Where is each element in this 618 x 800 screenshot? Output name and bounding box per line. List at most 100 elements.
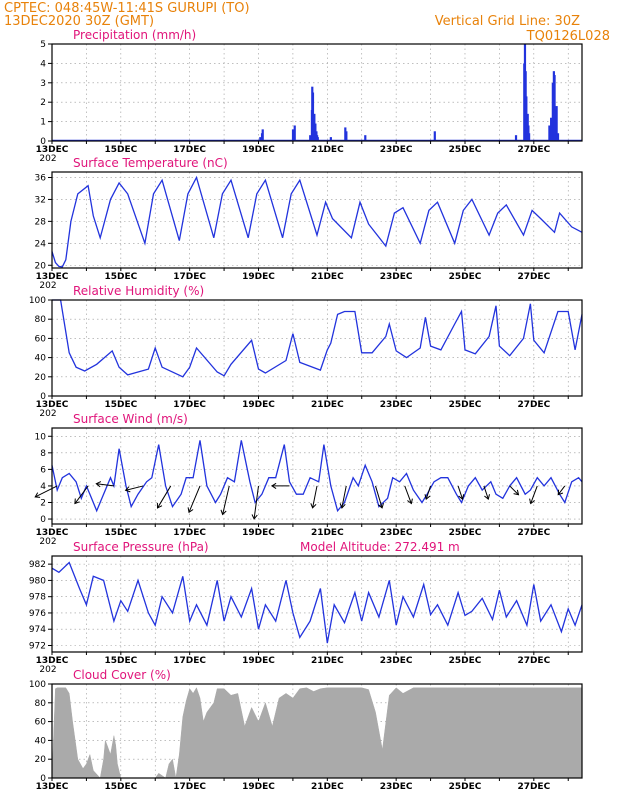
cloud-xtick-label: 27DEC — [517, 782, 550, 792]
wind-xtick-label: 13DEC — [36, 528, 69, 538]
cloud-xtick-label: 21DEC — [311, 782, 344, 792]
precip-bar — [364, 135, 367, 141]
precip-bar — [548, 125, 551, 141]
pressure-xtick-label: 23DEC — [380, 656, 413, 666]
precip-ytick-label: 3 — [40, 79, 46, 89]
precip-ytick-label: 0 — [40, 137, 46, 147]
cloud-frame — [51, 683, 583, 779]
wind-title: Surface Wind (m/s) — [73, 412, 188, 426]
wind-line — [51, 440, 583, 513]
precip-bar — [556, 133, 560, 141]
temp-ytick-label: 28 — [35, 217, 47, 227]
rh-xtick-label: 23DEC — [380, 400, 413, 410]
cloud-panel: 0 20 40 60 80 100 13DEC 15DEC 17DEC 19DEC 21DEC 23D… — [29, 668, 583, 792]
wind-vector — [530, 485, 538, 504]
wind-vector — [312, 485, 318, 509]
cloud-xtick-label: 23DEC — [380, 782, 413, 792]
precip-xtick-label: 15DEC — [104, 145, 137, 155]
wind-arrowhead — [529, 498, 535, 505]
precip-xtick-label: 17DEC — [173, 145, 206, 155]
pressure-xtick-label: 17DEC — [173, 656, 206, 666]
wind-vector — [96, 483, 115, 487]
wind-vector — [404, 485, 412, 504]
temp-frame — [51, 171, 583, 269]
rh-title: Relative Humidity (%) — [73, 284, 204, 298]
cloud-ytick-label: 20 — [35, 755, 47, 765]
temp-title: Surface Temperature (nC) — [73, 156, 228, 170]
wind-arrowhead — [95, 481, 102, 488]
temp-xtick-label: 25DEC — [449, 272, 482, 282]
wind-vector — [222, 485, 230, 515]
wind-ytick-label: 8 — [40, 449, 46, 459]
wind-vector — [74, 485, 89, 504]
temp-xtick-label: 27DEC — [517, 272, 550, 282]
wind-vector — [253, 485, 259, 519]
precip-frame — [51, 43, 583, 142]
cloud-xtick-label: 19DEC — [242, 782, 275, 792]
temp-xtick-label: 23DEC — [380, 272, 413, 282]
rh-panel: 0 20 40 60 80 100 13DEC 15DEC 17DEC 19DEC 21DEC 23D… — [29, 284, 583, 419]
pressure-ytick-label: 972 — [29, 641, 46, 651]
precip-xtick-label: 21DEC — [311, 145, 344, 155]
wind-ytick-label: 0 — [40, 515, 46, 525]
wind-arrowhead — [251, 514, 258, 520]
rh-year-stub: 202 — [39, 409, 56, 419]
cloud-area — [51, 687, 583, 779]
temp-xtick-label: 21DEC — [311, 272, 344, 282]
pressure-xtick-label: 15DEC — [104, 656, 137, 666]
temp-ytick-label: 24 — [35, 239, 47, 249]
rh-xtick-label: 19DEC — [242, 400, 275, 410]
pressure-ytick-label: 974 — [29, 625, 46, 635]
wind-xtick-label: 17DEC — [173, 528, 206, 538]
wind-vector — [483, 485, 489, 500]
wind-arrowhead — [187, 507, 194, 514]
precip-bar — [259, 137, 262, 141]
wind-arrowhead — [513, 489, 520, 496]
rh-ytick-label: 80 — [35, 315, 47, 325]
wind-vector — [341, 485, 347, 509]
wind-xtick-label: 25DEC — [449, 528, 482, 538]
pressure-ytick-label: 980 — [29, 576, 46, 586]
wind-arrowhead — [557, 489, 564, 496]
precip-bar — [309, 135, 312, 141]
wind-vector — [125, 485, 144, 491]
cloud-ytick-label: 80 — [35, 699, 47, 709]
cloud-ytick-label: 100 — [29, 680, 46, 690]
temp-xtick-label: 19DEC — [242, 272, 275, 282]
precip-plot-area — [52, 44, 582, 141]
wind-year-stub: 202 — [39, 537, 56, 547]
precip-bar — [311, 92, 315, 141]
precip-ytick-label: 5 — [40, 40, 46, 50]
wind-vector — [34, 485, 58, 498]
temp-plot-area — [52, 172, 582, 268]
precip-bar — [514, 135, 518, 141]
cloud-ytick-label: 60 — [35, 718, 47, 728]
wind-arrowhead — [339, 503, 346, 509]
wind-ytick-label: 6 — [40, 465, 46, 475]
precip-ytick-label: 4 — [40, 59, 46, 69]
precip-xtick-label: 23DEC — [380, 145, 413, 155]
pressure-xtick-label: 27DEC — [517, 656, 550, 666]
rh-xtick-label: 13DEC — [36, 400, 69, 410]
temp-year-stub: 202 — [39, 281, 56, 291]
rh-xtick-label: 17DEC — [173, 400, 206, 410]
wind-vector — [457, 485, 463, 500]
rh-ytick-label: 0 — [40, 392, 46, 402]
wind-arrowhead — [484, 494, 490, 500]
precip-bar — [261, 129, 264, 141]
precip-xtick-label: 27DEC — [517, 145, 550, 155]
station-header: CPTEC: 048:45W-11:41S GURUPI (TO) — [4, 1, 250, 16]
precip-bar — [329, 137, 332, 141]
rh-xtick-label: 15DEC — [104, 400, 137, 410]
wind-vector — [557, 485, 566, 496]
rh-ytick-label: 100 — [29, 296, 46, 306]
wind-xtick-label: 15DEC — [104, 528, 137, 538]
temp-xtick-label: 15DEC — [104, 272, 137, 282]
rh-ytick-label: 60 — [35, 334, 47, 344]
precip-bar — [553, 75, 556, 141]
run-date: 13DEC2020 30Z (GMT) — [4, 14, 154, 29]
temp-ytick-label: 36 — [35, 173, 47, 183]
precip-bar — [316, 137, 319, 141]
wind-vector — [375, 485, 383, 509]
wind-xtick-label: 19DEC — [242, 528, 275, 538]
